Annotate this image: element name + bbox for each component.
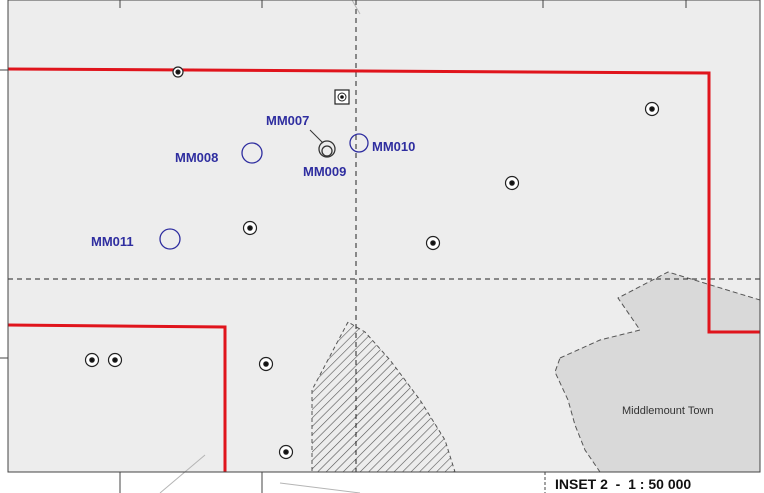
boxed-dot-icon xyxy=(334,89,350,105)
hatched-area xyxy=(311,321,456,473)
site-marker-mm011 xyxy=(159,228,181,250)
circled-dot-icon xyxy=(278,444,294,460)
site-marker-mm009 xyxy=(321,145,333,157)
site-label-mm007: MM007 xyxy=(266,113,309,128)
site-marker-mm010 xyxy=(349,133,369,153)
circled-dot-icon xyxy=(107,352,123,368)
site-marker-mm009-outer xyxy=(318,140,336,158)
circled-dot-icon xyxy=(504,175,520,191)
roads xyxy=(159,0,361,493)
site-markers xyxy=(159,133,369,250)
site-label-mm010: MM010 xyxy=(372,139,415,154)
circled-dot-icon xyxy=(242,220,258,236)
circled-dot-icon xyxy=(84,352,100,368)
map-frame xyxy=(7,0,761,473)
circled-dot-icon xyxy=(425,235,441,251)
town-label: Middlemount Town xyxy=(622,405,714,417)
point-features xyxy=(84,66,660,460)
frame-ticks xyxy=(0,0,687,493)
tenure-boundaries xyxy=(7,67,760,472)
circled-dot-icon xyxy=(644,101,660,117)
mm007-leader-line xyxy=(309,129,324,144)
site-marker-mm008 xyxy=(241,142,263,164)
site-label-mm008: MM008 xyxy=(175,150,218,165)
inset-title: INSET 2 - 1 : 50 000 xyxy=(555,476,691,492)
circled-dot-icon xyxy=(258,356,274,372)
circled-dot-icon xyxy=(172,66,184,78)
site-label-mm009: MM009 xyxy=(303,164,346,179)
site-label-mm011: MM011 xyxy=(91,234,134,249)
grid-lines xyxy=(8,0,760,472)
